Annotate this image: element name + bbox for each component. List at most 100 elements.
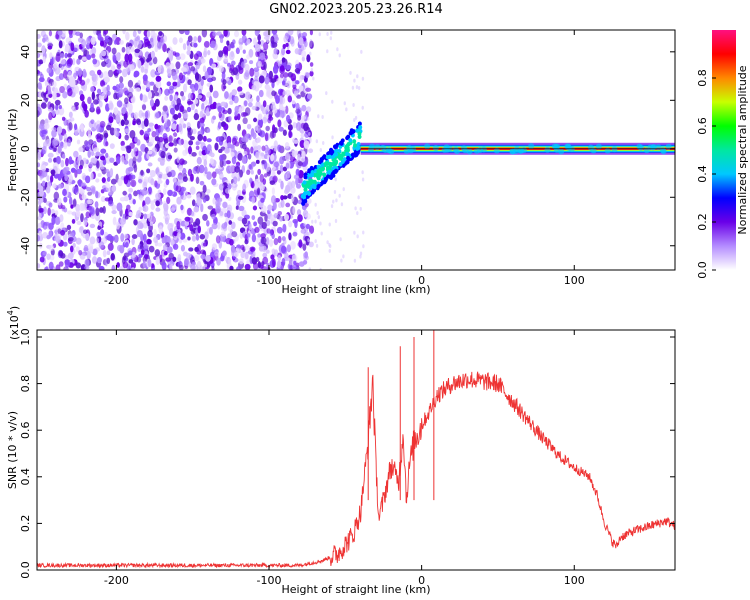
spectrogram-noise-cell (191, 261, 197, 266)
spectrogram-noise-cell (258, 118, 264, 127)
spectrogram-noise-cell (63, 196, 68, 203)
spectrogram-noise-cell (143, 38, 150, 45)
spectrogram-noise-cell (67, 88, 73, 97)
spectrogram-noise-cell (169, 94, 173, 102)
spectrogram-noise-cell (110, 178, 117, 185)
spectrogram-noise-cell (338, 193, 341, 198)
spectrogram-noise-cell (218, 65, 224, 73)
spectrogram-noise-cell (224, 91, 229, 99)
spectrogram-noise-cell (87, 191, 93, 196)
spectrogram-noise-cell (268, 110, 273, 117)
spectrogram-noise-cell (132, 156, 137, 164)
ridge-blob (590, 147, 597, 154)
spectrogram-noise-cell (173, 147, 178, 153)
spectrogram-noise-cell (120, 233, 125, 242)
spectrogram-noise-cell (153, 91, 160, 97)
spectrogram-noise-cell (177, 139, 182, 146)
spectrogram-noise-cell (234, 105, 240, 113)
spectrogram-noise-cell (315, 243, 319, 248)
spectrogram-noise-cell (43, 122, 50, 130)
spectrogram-noise-cell (171, 203, 178, 211)
spectrogram-noise-cell (206, 128, 211, 133)
spectrogram-noise-cell (357, 85, 361, 90)
spectrogram-noise-cell (57, 30, 63, 36)
spectrogram-noise-cell (148, 122, 154, 127)
spectrogram-noise-cell (182, 176, 188, 183)
spectrogram-noise-cell (147, 150, 153, 155)
spectrogram-noise-cell (98, 265, 105, 270)
spectrogram-noise-cell (76, 139, 81, 145)
spectrogram-noise-cell (340, 202, 344, 207)
spectrogram-noise-cell (225, 237, 232, 245)
spectrogram-noise-cell (287, 30, 294, 36)
spectrogram-noise-cell (144, 68, 148, 74)
spectrogram-noise-cell (279, 66, 285, 74)
spectrogram-noise-cell (317, 215, 321, 220)
spectrogram-noise-cell (220, 146, 226, 151)
spectrogram-noise-cell (53, 191, 60, 201)
spectrogram-noise-cell (191, 235, 196, 242)
spectrogram-noise-cell (113, 127, 118, 136)
spectrogram-noise-cell (112, 216, 117, 226)
spectrogram-noise-cell (130, 179, 137, 188)
spectrogram-noise-cell (242, 117, 248, 125)
spectrogram-noise-cell (59, 52, 65, 59)
spectrogram-noise-cell (211, 76, 217, 82)
spectrogram-noise-cell (47, 77, 51, 83)
spectrogram-noise-cell (109, 167, 114, 177)
spectrogram-noise-cell (288, 220, 293, 228)
spectrogram-noise-cell (282, 43, 286, 50)
spectrogram-noise-cell (270, 195, 277, 205)
spectrogram-noise-cell (204, 231, 209, 240)
spectrogram-noise-cell (62, 91, 68, 99)
spectrogram-noise-cell (197, 88, 202, 95)
spectrogram-noise-cell (325, 91, 328, 96)
spectrogram-noise-cell (60, 229, 66, 236)
spectrogram-noise-cell (100, 155, 106, 161)
spectrogram-noise-cell (353, 230, 356, 235)
spectrogram-noise-cell (191, 199, 196, 207)
spectrogram-noise-cell (258, 89, 264, 98)
spectrogram-noise-cell (79, 79, 86, 86)
spectrogram-noise-cell (165, 165, 172, 173)
spectrogram-noise-cell (43, 197, 47, 203)
spectrogram-noise-cell (138, 178, 143, 184)
snr-ticks: -200 -100 0 100 0.0 0.2 0.4 0.6 0.8 1.0 (19, 328, 675, 587)
spectrogram-noise-cell (265, 125, 270, 132)
spectrogram-noise-cell (107, 69, 114, 78)
spectrogram-noise-cell (273, 145, 278, 152)
spectrogram-noise-cell (102, 71, 109, 80)
spectrogram-noise-cell (292, 206, 296, 215)
spectrogram-noise-cell (37, 110, 40, 118)
colorbar-tick-label: 0.8 (696, 69, 709, 87)
spectrogram-noise-cell (63, 133, 68, 141)
spectrogram-band-cell (355, 146, 360, 151)
spectrogram-noise-cell (56, 52, 61, 57)
spectrogram-noise-cell (65, 37, 72, 44)
spectrogram-noise-cell (141, 85, 146, 90)
spectrogram-noise-cell (202, 184, 207, 193)
spectrogram-noise-cell (293, 260, 297, 265)
spectrogram-noise-cell (288, 130, 292, 139)
spectrogram-noise-cell (169, 85, 175, 91)
spectrogram-noise-cell (158, 31, 163, 37)
spectrogram-noise-cell (58, 73, 64, 80)
spectrogram-noise-cell (187, 79, 192, 86)
spectrogram-noise-cell (160, 150, 166, 159)
spectrogram-noise-cell (281, 80, 286, 86)
spectrogram-band-cell (306, 183, 311, 189)
spectrogram-noise-cell (97, 173, 102, 178)
spectrogram-noise-cell (166, 196, 171, 205)
spectrogram-noise-cell (79, 93, 85, 102)
spectrogram-noise-cell (70, 167, 76, 173)
spectrogram-noise-cell (246, 38, 251, 45)
spectrogram-noise-cell (199, 234, 206, 240)
spectrogram-noise-cell (257, 60, 262, 68)
spectrogram-noise-cell (41, 180, 46, 187)
spectrogram-noise-cell (37, 182, 42, 187)
spectrogram-noise-cell (172, 71, 178, 81)
spectrogram-noise-cell (173, 138, 178, 147)
spectrogram-noise-cell (316, 211, 319, 216)
spectrogram-noise-cell (244, 263, 251, 270)
spectrogram-noise-cell (127, 79, 134, 88)
